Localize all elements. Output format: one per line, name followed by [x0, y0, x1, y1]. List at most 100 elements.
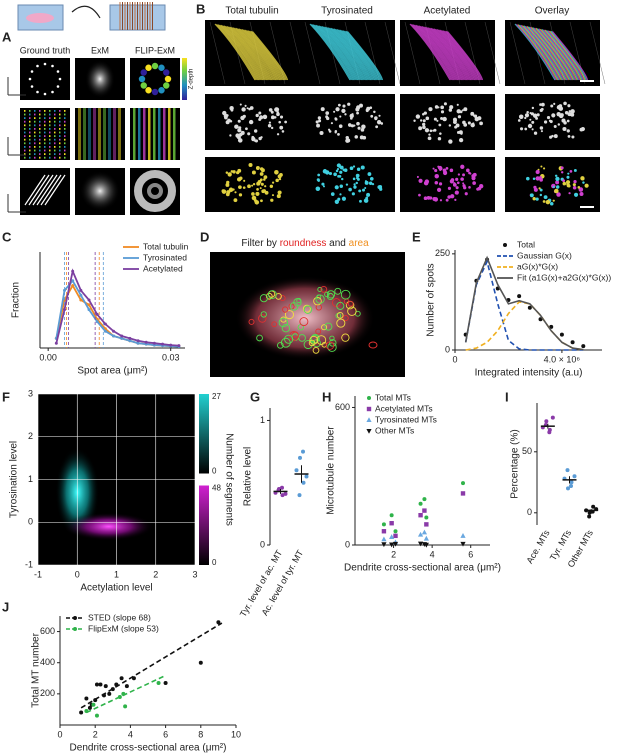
spot	[229, 134, 232, 137]
spot	[315, 328, 322, 335]
y-axis-title: Fraction	[11, 282, 22, 318]
point	[144, 340, 148, 344]
filament	[547, 30, 585, 81]
spot	[264, 185, 267, 188]
dot	[34, 146, 36, 148]
spot	[303, 340, 313, 350]
spot	[477, 116, 482, 121]
spot	[256, 188, 259, 191]
point	[566, 486, 570, 491]
spot	[463, 107, 468, 112]
spot	[425, 116, 430, 121]
image	[400, 157, 495, 212]
filament	[312, 24, 354, 81]
spot	[334, 117, 337, 120]
y-tick-label: 600	[40, 626, 55, 636]
dot	[49, 146, 51, 148]
dot	[44, 149, 46, 152]
frame-line	[209, 21, 226, 85]
stripe	[158, 108, 161, 160]
spot	[532, 197, 536, 201]
spot	[549, 201, 554, 206]
stripe	[103, 108, 106, 160]
scale-bar	[580, 206, 594, 208]
point	[587, 514, 592, 519]
panel-label: D	[200, 229, 209, 244]
filament	[541, 29, 579, 81]
y-tick-label: 400	[40, 657, 55, 667]
point	[559, 332, 564, 337]
spot	[356, 167, 361, 171]
spot	[316, 178, 320, 182]
dot	[44, 110, 46, 112]
spot	[268, 121, 272, 124]
point	[128, 336, 132, 340]
panel-label: B	[196, 1, 205, 16]
stripe	[88, 108, 91, 160]
filament	[338, 29, 376, 81]
spot	[289, 302, 299, 311]
spot	[353, 185, 357, 189]
spot	[274, 170, 279, 175]
spot	[552, 199, 555, 202]
dot	[64, 128, 66, 130]
spot	[519, 127, 524, 131]
dot	[39, 113, 41, 116]
filament	[318, 25, 359, 81]
spot	[345, 135, 349, 140]
spot	[244, 104, 247, 107]
dot	[64, 110, 66, 112]
spot	[572, 183, 576, 187]
filament	[519, 24, 560, 81]
filament	[320, 25, 360, 81]
spot	[564, 111, 569, 115]
spot	[526, 176, 530, 181]
spot	[341, 196, 347, 201]
y-tick-label: 2	[28, 431, 33, 441]
spot	[434, 169, 438, 173]
point	[163, 680, 168, 685]
spot	[259, 115, 264, 120]
legend-label: Fit (a1G(x)+a2G(x)*G(x))	[517, 272, 611, 282]
line	[24, 174, 46, 206]
spot	[466, 168, 470, 173]
filament	[412, 24, 454, 81]
legend-symbol	[366, 429, 372, 434]
dot	[64, 149, 66, 152]
filament	[347, 31, 384, 81]
spot	[429, 129, 433, 133]
spot	[324, 322, 333, 331]
spot	[546, 115, 551, 120]
spot	[350, 117, 353, 120]
filament	[250, 30, 287, 81]
spot	[439, 132, 442, 135]
spot	[312, 347, 320, 354]
spot	[356, 176, 359, 180]
series-line	[464, 255, 584, 351]
point	[95, 320, 99, 324]
spot	[567, 112, 572, 117]
spot	[456, 124, 459, 127]
dot	[24, 128, 26, 130]
dot	[49, 138, 51, 141]
spot	[462, 182, 465, 185]
dot	[49, 120, 51, 123]
spot	[275, 178, 279, 183]
spot	[378, 114, 381, 117]
filament	[335, 28, 373, 81]
dot	[64, 124, 66, 127]
filament	[442, 30, 480, 81]
filament	[523, 25, 564, 81]
spot	[255, 191, 260, 196]
spot	[339, 184, 344, 189]
filament	[223, 25, 264, 81]
filament	[436, 29, 474, 81]
point	[79, 710, 84, 715]
spot	[424, 128, 430, 133]
point	[297, 493, 302, 498]
colorbar-tick-label: 48	[212, 484, 221, 493]
point	[424, 522, 429, 527]
spot	[529, 118, 532, 121]
point	[103, 684, 108, 689]
panel-d-title: Filter by roundness and area	[241, 238, 369, 249]
